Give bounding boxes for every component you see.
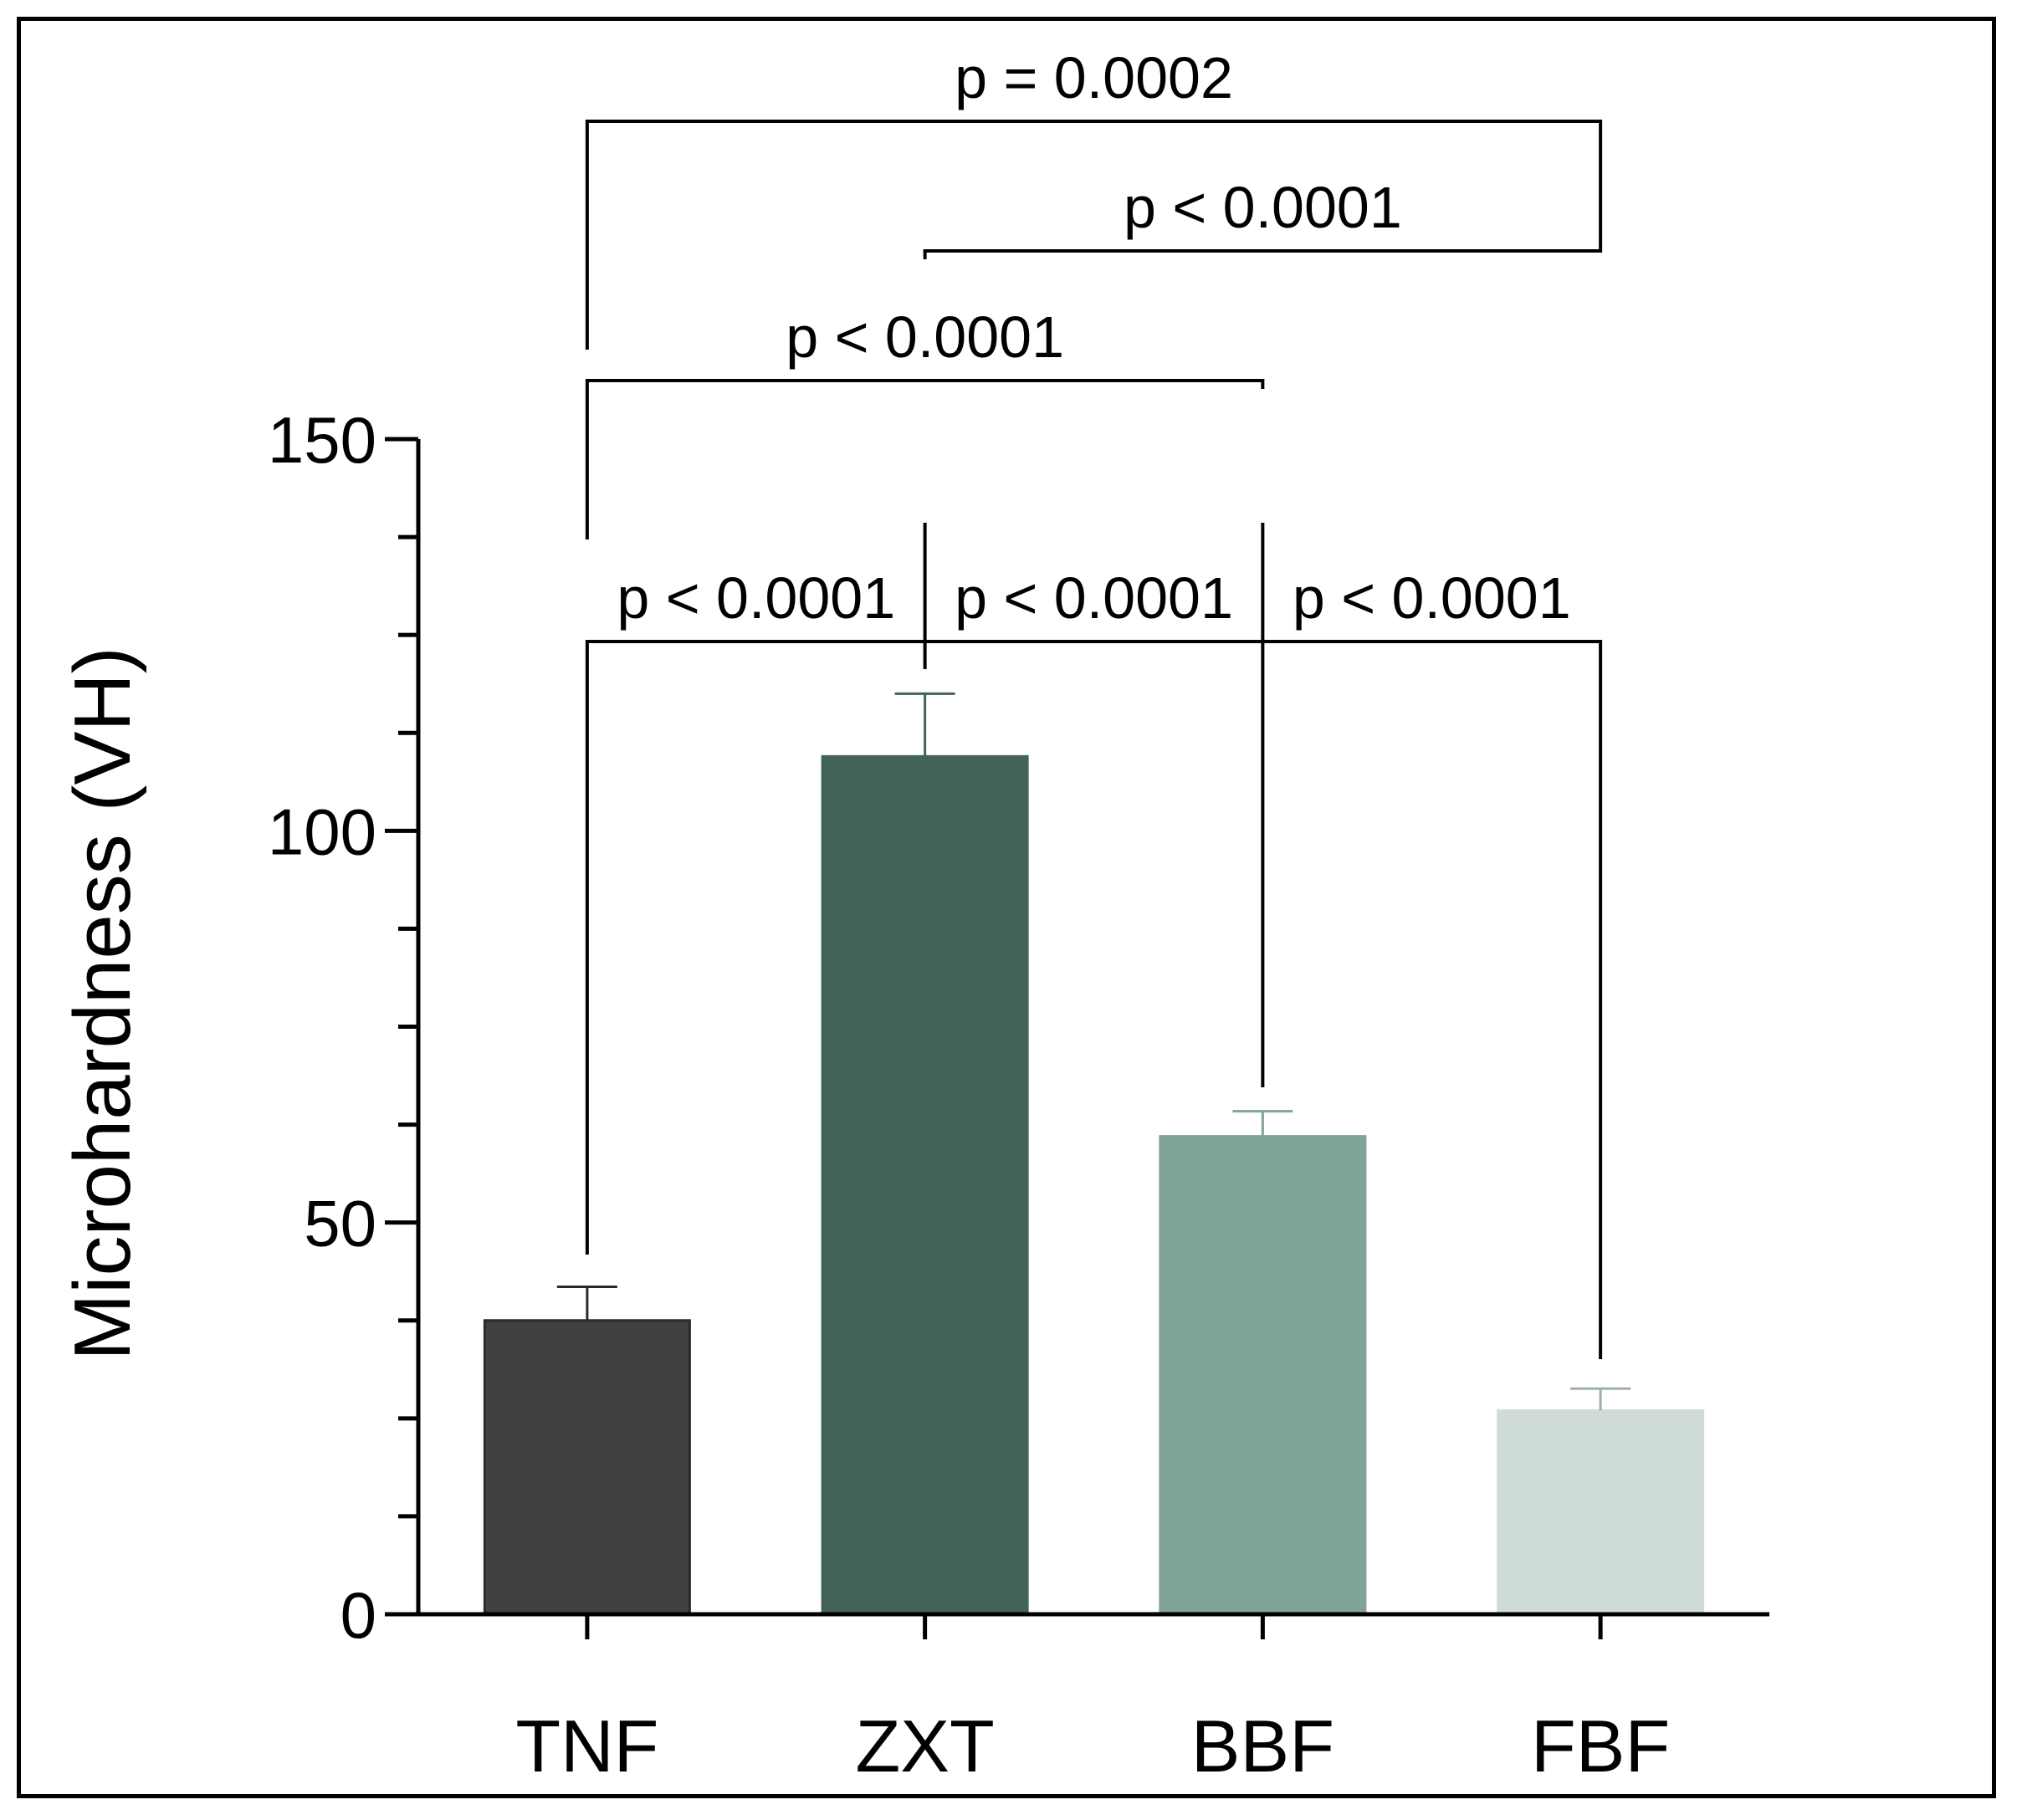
significance-bracket-BBF-FBF — [1261, 640, 1603, 1359]
p-value-label: p < 0.0001 — [955, 565, 1233, 631]
p-value-label: p < 0.0001 — [1293, 565, 1571, 631]
y-tick-label-100: 100 — [268, 795, 376, 868]
significance-bracket-ZXT-FBF — [923, 224, 1603, 259]
figure-border — [17, 17, 1996, 1798]
bar-FBF — [1497, 1408, 1705, 1616]
bar-TNF — [483, 1319, 691, 1616]
p-value-label: p < 0.0001 — [617, 565, 895, 631]
bars-group — [483, 754, 1705, 1616]
y-tick-label-50: 50 — [304, 1187, 376, 1260]
x-tick-label-FBF: FBF — [1531, 1705, 1670, 1787]
significance-bracket-TNF-ZXT — [585, 640, 927, 1255]
significance-bracket-TNF-FBF — [585, 120, 1603, 350]
error-bars-group — [556, 692, 1631, 1411]
x-tick-label-BBF: BBF — [1191, 1705, 1334, 1787]
p-value-label: p < 0.0001 — [786, 304, 1064, 370]
y-tick-label-150: 150 — [268, 403, 376, 477]
axes-group: TNF ZXT BBF FBF 0 50 100 150 — [268, 403, 1769, 1787]
bar-BBF — [1159, 1135, 1367, 1616]
p-value-label: p < 0.0001 — [1124, 175, 1402, 240]
bar-ZXT — [821, 754, 1029, 1616]
y-axis-title: Microhardness (VH) — [58, 647, 147, 1361]
x-tick-label-ZXT: ZXT — [856, 1705, 995, 1787]
significance-brackets-group: p < 0.0001 p < 0.0001 p < 0.0001 p < 0.0001… — [585, 45, 1603, 1359]
significance-bracket-TNF-BBF — [585, 379, 1265, 539]
p-value-label: p = 0.0002 — [955, 45, 1233, 110]
x-tick-label-TNF: TNF — [515, 1705, 658, 1787]
y-tick-label-0: 0 — [340, 1578, 376, 1652]
significance-bracket-ZXT-BBF — [923, 523, 1265, 643]
